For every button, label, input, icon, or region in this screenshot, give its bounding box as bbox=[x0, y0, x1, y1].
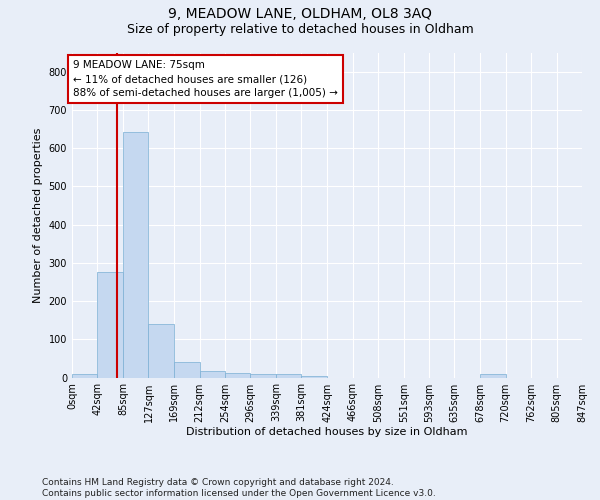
Bar bbox=[250, 374, 276, 378]
Text: 9, MEADOW LANE, OLDHAM, OL8 3AQ: 9, MEADOW LANE, OLDHAM, OL8 3AQ bbox=[168, 8, 432, 22]
Bar bbox=[200, 370, 225, 378]
Bar bbox=[148, 324, 174, 378]
X-axis label: Distribution of detached houses by size in Oldham: Distribution of detached houses by size … bbox=[186, 428, 468, 438]
Bar bbox=[225, 373, 250, 378]
Bar bbox=[174, 362, 200, 378]
Bar bbox=[276, 374, 301, 378]
Bar bbox=[301, 376, 328, 378]
Bar bbox=[97, 272, 123, 378]
Text: Contains HM Land Registry data © Crown copyright and database right 2024.
Contai: Contains HM Land Registry data © Crown c… bbox=[42, 478, 436, 498]
Y-axis label: Number of detached properties: Number of detached properties bbox=[33, 128, 43, 302]
Text: Size of property relative to detached houses in Oldham: Size of property relative to detached ho… bbox=[127, 22, 473, 36]
Text: 9 MEADOW LANE: 75sqm
← 11% of detached houses are smaller (126)
88% of semi-deta: 9 MEADOW LANE: 75sqm ← 11% of detached h… bbox=[73, 60, 338, 98]
Bar bbox=[123, 132, 148, 378]
Bar bbox=[480, 374, 506, 378]
Bar bbox=[72, 374, 97, 378]
